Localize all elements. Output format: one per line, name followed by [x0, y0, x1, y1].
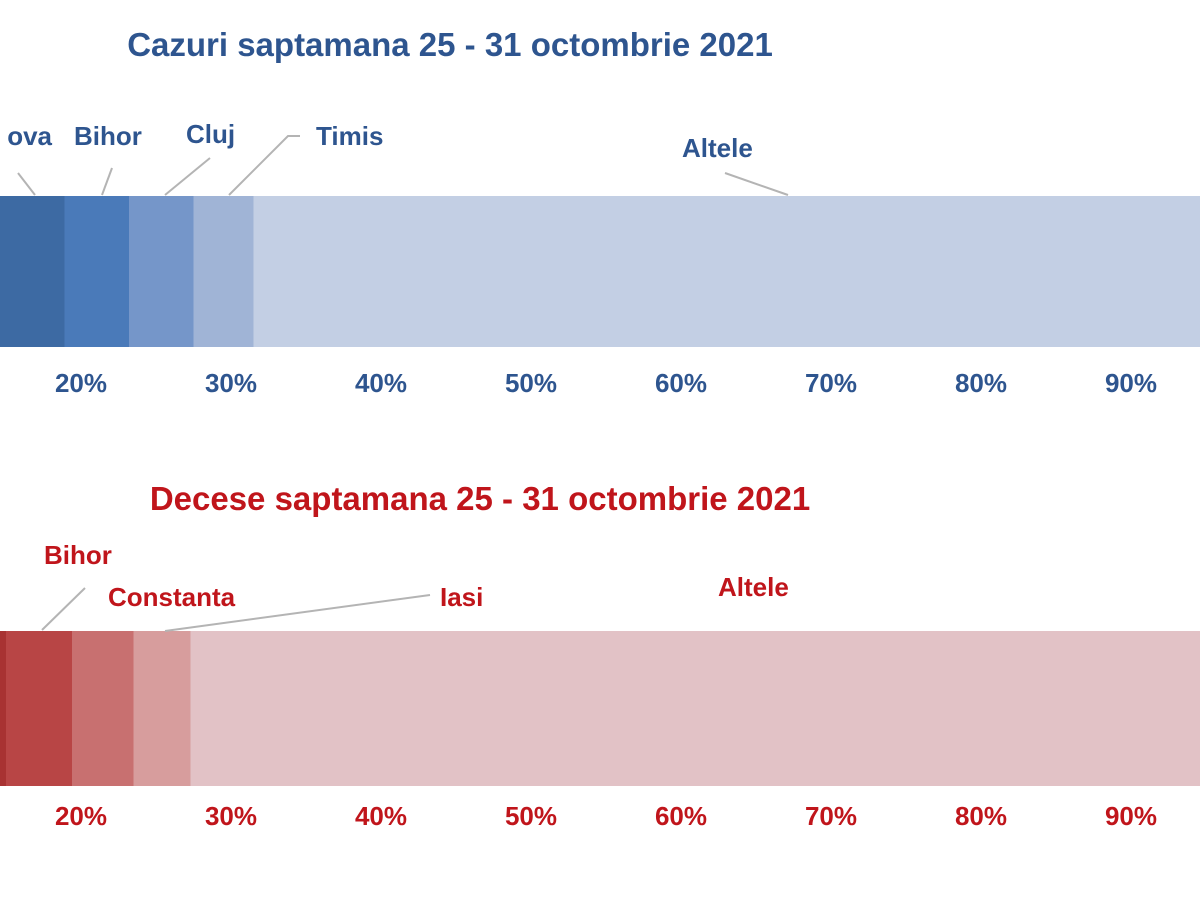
x-tick-label: 80%: [955, 368, 1007, 398]
cases-chart-title: Cazuri saptamana 25 - 31 octombrie 2021: [127, 26, 773, 63]
x-tick-label: 70%: [805, 801, 857, 831]
bar-segment-unnamed-0: [0, 631, 6, 786]
leader-line-bihor: [101, 167, 113, 196]
deaths-chart-title: Decese saptamana 25 - 31 octombrie 2021: [150, 480, 810, 517]
bar-segment-constanta: [72, 631, 134, 786]
x-tick-label: 70%: [805, 368, 857, 398]
bar-segment-ova: [0, 196, 65, 347]
segment-label-ova: ova: [7, 121, 52, 151]
segment-label-altele: Altele: [682, 133, 753, 163]
cases-segment-labels: ova Bihor Cluj Timis Altele: [7, 119, 753, 163]
x-tick-label: 30%: [205, 801, 257, 831]
bar-segment-bihor: [64, 196, 129, 347]
bar-segment-iasi: [133, 631, 191, 786]
segment-label-bihor: Bihor: [44, 540, 112, 570]
x-tick-label: 60%: [655, 801, 707, 831]
leader-line-ova: [17, 172, 36, 196]
cases-x-axis-ticks: 20% 30% 40% 50% 60% 70% 80% 90%: [55, 368, 1157, 398]
bar-segment-altele: [190, 631, 1200, 786]
cases-segments: [0, 196, 1200, 347]
leader-line-cluj: [164, 157, 211, 196]
x-tick-label: 90%: [1105, 368, 1157, 398]
leader-line-bihor: [41, 587, 86, 631]
bar-segment-timis: [193, 196, 254, 347]
x-tick-label: 60%: [655, 368, 707, 398]
leader-line-altele: [724, 172, 789, 196]
bar-segment-cluj: [129, 196, 194, 347]
deaths-x-axis-ticks: 20% 30% 40% 50% 60% 70% 80% 90%: [55, 801, 1157, 831]
x-tick-label: 40%: [355, 801, 407, 831]
segment-label-iasi: Iasi: [440, 582, 483, 612]
segment-label-timis: Timis: [316, 121, 383, 151]
segment-label-altele: Altele: [718, 572, 789, 602]
deaths-leader-lines: [41, 587, 431, 632]
x-tick-label: 80%: [955, 801, 1007, 831]
bar-segment-altele: [253, 196, 1200, 347]
x-tick-label: 20%: [55, 368, 107, 398]
x-tick-label: 50%: [505, 801, 557, 831]
deaths-segment-labels: Bihor Constanta Iasi Altele: [44, 540, 789, 612]
cases-leader-lines: [17, 135, 789, 196]
leader-line-iasi: [164, 594, 431, 632]
cases-chart: Cazuri saptamana 25 - 31 octombrie 2021 …: [0, 26, 1200, 398]
x-tick-label: 90%: [1105, 801, 1157, 831]
x-tick-label: 30%: [205, 368, 257, 398]
deaths-chart: Decese saptamana 25 - 31 octombrie 2021 …: [0, 480, 1200, 831]
segment-label-cluj: Cluj: [186, 119, 235, 149]
leader-line-timis: [228, 135, 300, 196]
bar-segment-bihor: [6, 631, 72, 786]
x-tick-label: 40%: [355, 368, 407, 398]
x-tick-label: 50%: [505, 368, 557, 398]
x-tick-label: 20%: [55, 801, 107, 831]
deaths-segments: [0, 631, 1200, 786]
segment-label-bihor: Bihor: [74, 121, 142, 151]
segment-label-constanta: Constanta: [108, 582, 236, 612]
